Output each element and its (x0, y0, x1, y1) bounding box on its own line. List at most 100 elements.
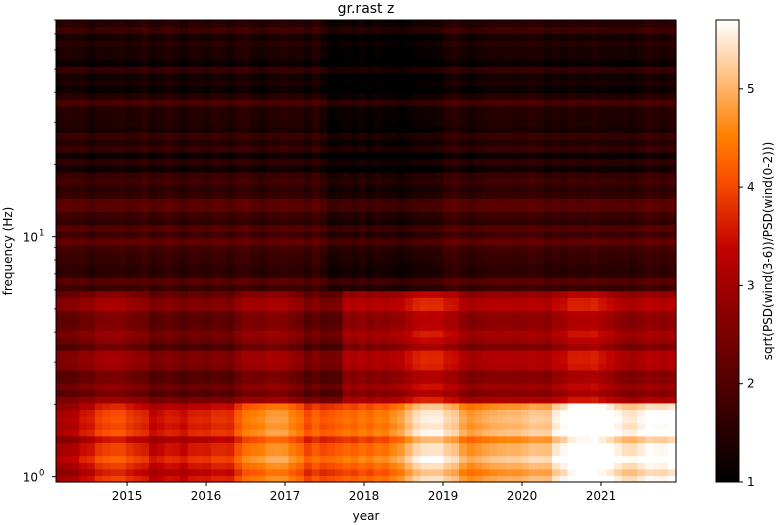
heatmap-cell (63, 277, 73, 285)
heatmap-cell (466, 429, 476, 437)
heatmap-cell (621, 270, 631, 278)
heatmap-cell (397, 336, 406, 344)
heatmap-cell (358, 191, 367, 199)
heatmap-cell (621, 389, 631, 397)
heatmap-cell (614, 224, 623, 232)
heatmap-cell (350, 449, 359, 457)
heatmap-cell (420, 119, 429, 127)
heatmap-cell (63, 171, 73, 179)
heatmap-cell (234, 376, 243, 384)
heatmap-cell (110, 455, 119, 463)
heatmap-cell (118, 449, 127, 457)
heatmap-cell (583, 145, 592, 153)
heatmap-cell (195, 178, 204, 186)
heatmap-cell (79, 297, 88, 305)
heatmap-cell (559, 72, 569, 80)
heatmap-cell (133, 336, 142, 344)
heatmap-cell (280, 185, 290, 193)
heatmap-cell (172, 145, 181, 153)
heatmap-cell (71, 317, 80, 325)
heatmap-cell (273, 383, 282, 391)
heatmap-cell (544, 475, 553, 483)
heatmap-cell (180, 191, 189, 199)
heatmap-cell (645, 277, 654, 285)
heatmap-cell (412, 138, 421, 146)
heatmap-cell (459, 435, 468, 443)
heatmap-cell (428, 165, 437, 173)
heatmap-cell (265, 303, 274, 311)
heatmap-cell (203, 475, 212, 483)
heatmap-cell (381, 152, 390, 160)
heatmap-cell (614, 290, 623, 298)
heatmap-cell (335, 112, 344, 120)
heatmap-cell (234, 389, 243, 397)
heatmap-cell (497, 145, 507, 153)
heatmap-cell (366, 297, 375, 305)
heatmap-cell (218, 86, 228, 94)
heatmap-cell (397, 92, 406, 100)
heatmap-cell (110, 86, 119, 94)
heatmap-cell (304, 303, 313, 311)
heatmap-cell (637, 119, 646, 127)
heatmap-cell (335, 99, 344, 107)
heatmap-cell (203, 112, 212, 120)
heatmap-cell (559, 310, 569, 318)
heatmap-cell (311, 244, 321, 252)
heatmap-cell (466, 435, 476, 443)
heatmap-cell (513, 416, 522, 424)
heatmap-cell (94, 204, 104, 212)
heatmap-cell (544, 376, 553, 384)
heatmap-cell (187, 138, 197, 146)
heatmap-cell (342, 317, 352, 325)
heatmap-cell (389, 185, 398, 193)
heatmap-cell (668, 429, 677, 437)
heatmap-cell (335, 145, 344, 153)
heatmap-cell (172, 138, 181, 146)
heatmap-cell (544, 356, 553, 364)
heatmap-cell (443, 402, 452, 410)
heatmap-cell (637, 138, 646, 146)
heatmap-cell (79, 257, 88, 265)
heatmap-cell (133, 257, 142, 265)
heatmap-cell (342, 244, 352, 252)
heatmap-cell (536, 383, 545, 391)
heatmap-cell (234, 264, 243, 272)
heatmap-cell (211, 198, 220, 206)
heatmap-cell (366, 363, 375, 371)
heatmap-cell (118, 363, 127, 371)
heatmap-cell (133, 204, 142, 212)
heatmap-cell (335, 86, 344, 94)
heatmap-cell (412, 290, 421, 298)
heatmap-cell (590, 422, 600, 430)
heatmap-cell (164, 468, 173, 476)
heatmap-cell (71, 237, 80, 245)
heatmap-cell (412, 92, 421, 100)
heatmap-cell (397, 475, 406, 483)
heatmap-cell (366, 211, 375, 219)
heatmap-cell (180, 429, 189, 437)
heatmap-cell (87, 442, 96, 450)
heatmap-cell (668, 171, 677, 179)
heatmap-cell (242, 204, 251, 212)
heatmap-cell (505, 449, 514, 457)
heatmap-cell (497, 125, 507, 133)
heatmap-cell (482, 416, 491, 424)
heatmap-cell (203, 264, 212, 272)
heatmap-cell (544, 211, 553, 219)
heatmap-cell (637, 350, 646, 358)
heatmap-cell (381, 231, 390, 239)
heatmap-cell (614, 204, 623, 212)
heatmap-cell (583, 158, 592, 166)
heatmap-cell (583, 251, 592, 259)
heatmap-cell (451, 125, 460, 133)
heatmap-cell (118, 429, 127, 437)
heatmap-cell (319, 416, 328, 424)
heatmap-cell (590, 145, 600, 153)
heatmap-cell (125, 204, 135, 212)
heatmap-cell (350, 171, 359, 179)
heatmap-cell (366, 409, 375, 417)
heatmap-cell (265, 125, 274, 133)
heatmap-cell (544, 468, 553, 476)
heatmap-cell (156, 125, 166, 133)
heatmap-cell (637, 363, 646, 371)
